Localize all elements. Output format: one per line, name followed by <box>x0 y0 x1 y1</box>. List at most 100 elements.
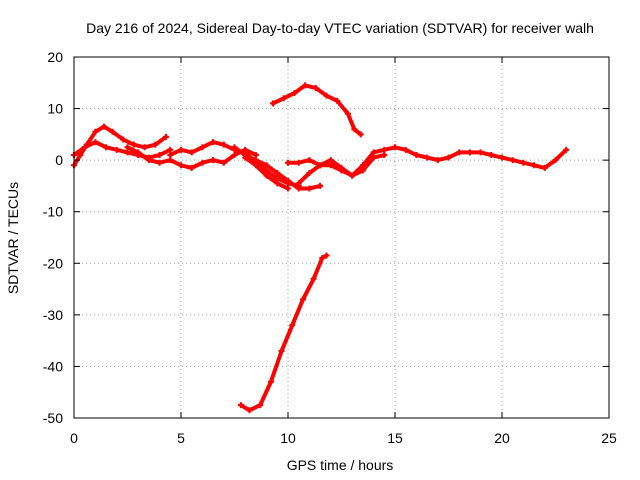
data-point <box>231 144 238 151</box>
data-point <box>402 146 409 153</box>
data-point <box>323 92 330 99</box>
tick-marks <box>73 56 610 419</box>
data-point <box>344 110 351 117</box>
data-point <box>392 144 398 151</box>
data-point <box>317 182 324 189</box>
data-point <box>178 162 184 169</box>
data-point <box>370 149 377 156</box>
data-point <box>92 128 99 135</box>
x-tick-label: 0 <box>70 430 78 446</box>
data-point <box>413 151 420 158</box>
data-point <box>199 159 206 166</box>
data-point <box>263 172 270 179</box>
data-point <box>456 149 463 156</box>
data-point <box>319 255 326 262</box>
data-point <box>357 131 364 138</box>
data-point <box>252 157 259 164</box>
data-point <box>306 157 313 164</box>
data-point <box>295 180 302 187</box>
y-tick-label: -40 <box>43 358 63 374</box>
series-line <box>271 83 363 137</box>
data-point <box>445 154 452 161</box>
y-tick-label: 0 <box>55 152 63 168</box>
data-point <box>124 149 131 156</box>
data-point <box>338 167 345 174</box>
series-track-f <box>242 154 291 192</box>
data-point <box>270 100 277 107</box>
data-point <box>109 128 116 135</box>
data-point <box>488 151 495 158</box>
data-point <box>285 177 291 184</box>
data-point <box>541 164 548 171</box>
plot-frame <box>73 56 610 419</box>
data-point <box>323 252 330 259</box>
data-point <box>267 378 274 385</box>
y-tick-label: -30 <box>43 307 63 323</box>
series-layer <box>71 82 570 414</box>
data-point <box>306 170 313 177</box>
data-point <box>210 139 217 146</box>
data-point <box>152 141 159 148</box>
data-point <box>477 149 484 156</box>
data-point <box>285 185 291 192</box>
series-track-h <box>285 151 388 179</box>
data-point <box>291 90 298 97</box>
data-point <box>124 144 131 151</box>
data-point <box>299 296 306 303</box>
data-point <box>145 157 152 164</box>
data-point <box>113 146 120 153</box>
data-point <box>327 162 334 169</box>
data-point <box>274 180 281 187</box>
data-point <box>120 136 127 143</box>
data-point <box>188 164 195 171</box>
data-point <box>295 159 302 166</box>
y-tick-label: -50 <box>43 410 63 426</box>
data-point <box>252 162 259 169</box>
y-axis-label: SDTVAR / TECUs <box>5 182 21 294</box>
data-point <box>77 151 84 158</box>
data-point <box>381 151 388 158</box>
data-point <box>231 151 238 158</box>
y-tick-label: 10 <box>47 101 63 117</box>
y-tick-labels: -50 -40 -30 -20 -10 0 10 20 <box>43 49 63 426</box>
x-tick-label: 25 <box>601 430 617 446</box>
data-point <box>178 146 184 153</box>
data-point <box>103 144 110 151</box>
data-point <box>92 139 99 146</box>
data-point <box>499 154 505 161</box>
data-point <box>263 162 270 169</box>
data-point <box>317 162 324 169</box>
data-point <box>199 144 206 151</box>
data-point <box>278 347 285 354</box>
data-point <box>237 402 244 409</box>
y-tick-label: 20 <box>47 49 63 65</box>
data-point <box>163 133 170 140</box>
data-point <box>156 159 163 166</box>
data-point <box>167 146 174 153</box>
series-line <box>72 140 173 160</box>
data-point <box>242 154 249 161</box>
chart-title: Day 216 of 2024, Sidereal Day-to-day VTE… <box>86 20 594 36</box>
y-tick-label: -10 <box>43 204 63 220</box>
x-tick-labels: 0 5 10 15 20 25 <box>70 430 617 446</box>
data-point <box>285 159 291 166</box>
data-point <box>295 185 302 192</box>
grid-lines <box>74 57 609 418</box>
data-point <box>274 170 281 177</box>
data-point <box>167 157 174 164</box>
data-point <box>257 402 264 409</box>
series-track-e <box>231 144 324 192</box>
data-point <box>274 175 281 182</box>
data-point <box>188 149 195 156</box>
data-point <box>520 159 527 166</box>
data-point <box>509 157 516 164</box>
data-point <box>351 126 358 133</box>
data-point <box>246 407 253 414</box>
data-point <box>220 141 227 148</box>
y-tick-label: -20 <box>43 255 63 271</box>
data-point <box>359 167 366 174</box>
x-axis-label: GPS time / hours <box>287 457 394 473</box>
data-point <box>327 157 334 164</box>
series-track-j <box>237 252 330 414</box>
